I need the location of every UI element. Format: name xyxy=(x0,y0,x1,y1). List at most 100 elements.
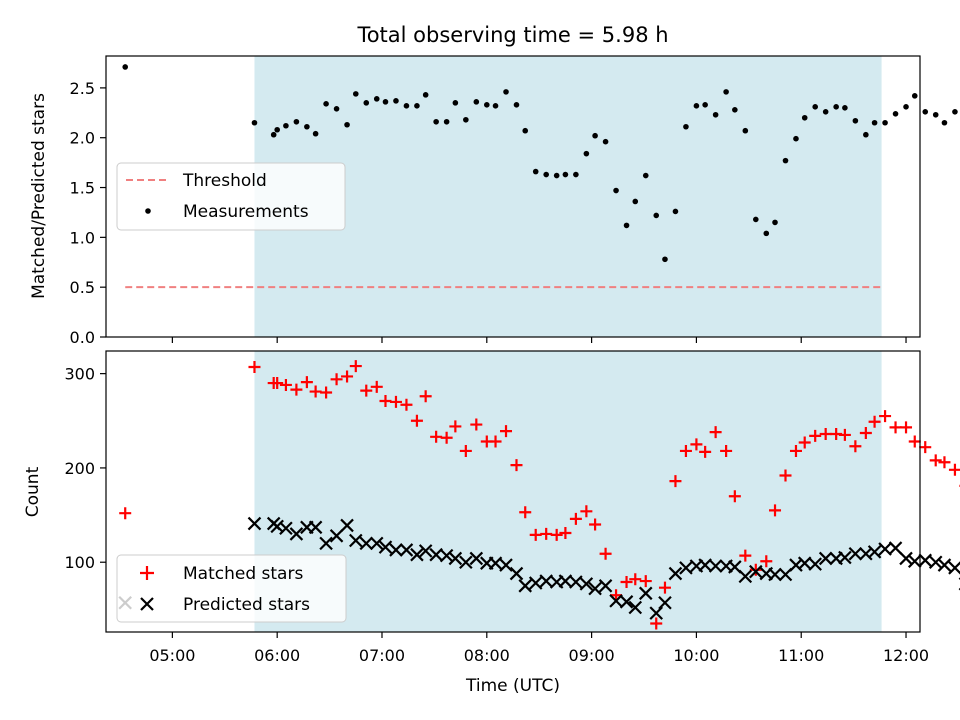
matched-star-point xyxy=(271,377,284,390)
predicted-star-point xyxy=(679,561,693,575)
measurement-point xyxy=(532,168,539,175)
legend-threshold-label: Threshold xyxy=(182,171,267,191)
measurement-point xyxy=(304,123,310,130)
matched-star-point xyxy=(279,378,292,391)
matched-star-point xyxy=(798,436,811,449)
matched-star-point xyxy=(749,563,762,576)
matched-star-point xyxy=(620,576,633,589)
measurement-point xyxy=(543,171,549,178)
y-tick-label: 1.0 xyxy=(70,228,95,247)
measurement-point xyxy=(393,98,399,104)
measurement-point xyxy=(363,100,370,106)
measurement-point xyxy=(623,222,630,229)
measurement-point xyxy=(903,104,909,110)
measurement-point xyxy=(583,150,590,157)
matched-star-point xyxy=(650,617,663,630)
matched-star-point xyxy=(489,435,502,448)
measurement-point xyxy=(702,102,708,108)
measurement-point xyxy=(522,127,529,134)
matched-star-point xyxy=(341,370,354,383)
measurement-point xyxy=(344,121,350,128)
measurement-point xyxy=(323,101,329,107)
matched-star-point xyxy=(529,528,542,541)
predicted-star-point xyxy=(459,555,473,569)
matched-star-point xyxy=(540,527,553,540)
bottom-xlabel: Time (UTC) xyxy=(465,676,560,696)
predicted-star-point xyxy=(518,579,533,593)
measurement-point xyxy=(433,118,439,125)
matched-star-point xyxy=(690,438,703,451)
predicted-star-point xyxy=(928,555,943,569)
matched-star-point xyxy=(610,589,623,602)
predicted-star-point xyxy=(619,595,634,609)
bottom-axes-frame xyxy=(105,350,921,633)
measurement-point xyxy=(642,172,649,179)
predicted-star-point xyxy=(319,536,333,551)
predicted-star-point xyxy=(638,586,653,601)
predicted-star-point xyxy=(738,569,753,584)
measurement-point xyxy=(373,96,380,102)
matched-star-point xyxy=(908,435,921,448)
measurement-point xyxy=(492,103,499,109)
top-ylabel: Matched/Predicted stars xyxy=(29,93,49,299)
observing-span-shade xyxy=(254,351,882,632)
measurement-point xyxy=(352,91,359,97)
measurement-point xyxy=(672,208,679,215)
matched-star-point xyxy=(550,528,563,541)
measurement-point xyxy=(452,100,459,106)
measurement-point xyxy=(892,110,899,117)
predicted-star-point xyxy=(948,561,960,575)
predicted-star-point xyxy=(488,556,503,570)
measurement-point xyxy=(693,103,700,109)
measurement-point xyxy=(270,131,277,138)
measurement-point xyxy=(403,103,410,109)
measurement-point xyxy=(333,106,340,112)
measurement-point xyxy=(473,99,480,105)
predicted-star-point xyxy=(579,577,594,591)
matched-star-point xyxy=(500,425,513,438)
y-tick-label: 100 xyxy=(64,553,95,572)
predicted-star-point xyxy=(569,575,583,589)
matched-star-point xyxy=(400,398,413,411)
measurement-point xyxy=(742,127,749,134)
predicted-star-point xyxy=(378,540,393,554)
measurement-point xyxy=(443,118,450,125)
predicted-star-point xyxy=(418,544,433,558)
measurement-point xyxy=(683,123,689,130)
predicted-star-point xyxy=(410,547,424,562)
measurement-point xyxy=(932,111,939,118)
predicted-star-point xyxy=(867,545,882,559)
matched-star-point xyxy=(430,430,443,443)
matched-star-point xyxy=(379,394,392,407)
predicted-star-point xyxy=(359,536,374,551)
observing-span-shade xyxy=(254,56,882,337)
measurement-point xyxy=(122,64,129,70)
matched-star-point xyxy=(510,459,523,472)
predicted-star-point xyxy=(528,576,543,590)
x-tick-label: 07:00 xyxy=(359,646,405,665)
predicted-star-point xyxy=(389,543,403,557)
matched-star-point xyxy=(779,469,792,482)
measurement-point xyxy=(753,216,759,223)
x-tick-label: 09:00 xyxy=(569,646,615,665)
matched-star-point xyxy=(879,410,892,423)
matched-star-point xyxy=(370,380,383,393)
measurement-point xyxy=(801,114,808,121)
predicted-star-point xyxy=(340,518,354,533)
predicted-star-point xyxy=(649,606,664,620)
legend-measurements-label: Measurements xyxy=(183,202,309,222)
predicted-star-point xyxy=(918,553,933,568)
measurement-point xyxy=(414,103,420,109)
matched-star-point xyxy=(519,506,532,519)
matched-star-point xyxy=(809,429,822,442)
matched-star-point xyxy=(419,390,432,403)
matched-star-point xyxy=(449,420,462,433)
matched-star-point xyxy=(728,490,741,503)
predicted-star-point xyxy=(448,551,463,566)
measurement-point xyxy=(782,157,789,164)
y-tick-label: 2.0 xyxy=(70,129,95,148)
matched-star-point xyxy=(389,395,402,408)
matched-star-point xyxy=(919,441,932,454)
matched-star-point xyxy=(629,573,642,586)
matched-star-point xyxy=(559,526,572,539)
